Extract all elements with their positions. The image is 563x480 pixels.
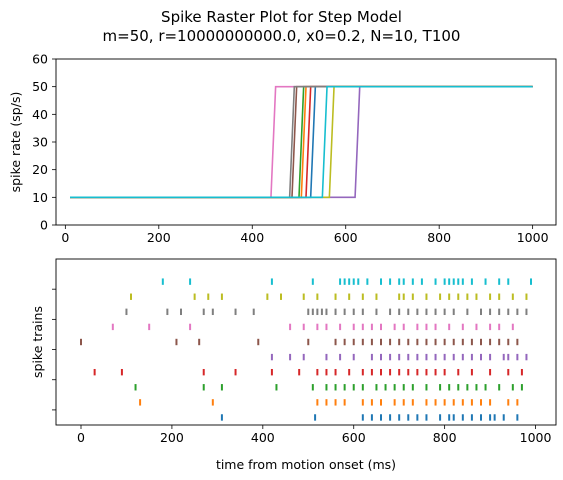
raster-xtick-label: 1000 — [520, 430, 552, 445]
spike-ticks — [81, 278, 531, 420]
rate-ylabel: spike rate (sp/s) — [8, 92, 23, 193]
raster-xtick-label: 0 — [77, 430, 85, 445]
raster-xlabel: time from motion onset (ms) — [216, 457, 396, 472]
raster-xtick-label: 400 — [251, 430, 275, 445]
raster-xtick-label: 600 — [342, 430, 366, 445]
rate-xtick-label: 200 — [147, 230, 171, 245]
rate-xtick-label: 1000 — [517, 230, 549, 245]
rate-ytick-label: 60 — [32, 52, 48, 67]
rate-ytick-label: 50 — [32, 79, 48, 94]
rate-xtick-label: 600 — [334, 230, 358, 245]
rate-plot-frame — [56, 59, 556, 225]
rate-ytick-label: 40 — [32, 107, 48, 122]
rate-ytick-label: 10 — [32, 190, 48, 205]
rate-lines — [70, 87, 533, 198]
rate-ytick-label: 30 — [32, 135, 48, 150]
raster-xtick-label: 800 — [433, 430, 457, 445]
rate-xtick-label: 800 — [427, 230, 451, 245]
rate-xtick-label: 0 — [61, 230, 69, 245]
raster-plot: 0 200 400 600 800 1000 spike trains time from… — [30, 259, 556, 472]
rate-xtick-label: 400 — [240, 230, 264, 245]
rate-ytick-label: 0 — [40, 218, 48, 233]
rate-ytick-label: 20 — [32, 162, 48, 177]
rate-plot: 0 200 400 600 800 1000 0 10 20 30 40 50 60 spike rat… — [8, 52, 556, 246]
raster-xtick-label: 200 — [160, 430, 184, 445]
raster-ylabel: spike trains — [30, 306, 45, 378]
